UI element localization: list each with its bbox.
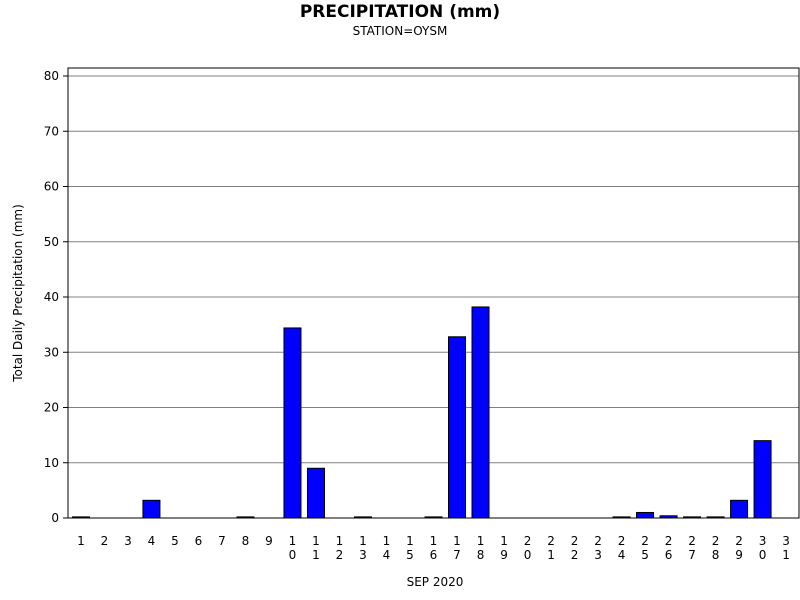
chart-subtitle: STATION=OYSM — [353, 24, 448, 38]
bar-day-4 — [142, 499, 161, 519]
x-tick-label: 5 — [171, 534, 179, 548]
y-tick-label: 0 — [51, 511, 59, 525]
x-tick-label: 6 — [195, 534, 203, 548]
bar-day-17 — [448, 336, 467, 519]
x-tick-label: 9 — [265, 534, 273, 548]
bar-day-30 — [753, 440, 772, 519]
x-tick-label: 2 — [101, 534, 109, 548]
x-axis-label: SEP 2020 — [407, 575, 464, 589]
y-tick-label: 80 — [44, 69, 59, 83]
x-tick-label: 8 — [242, 534, 250, 548]
y-axis-label: Total Daily Precipitation (mm) — [11, 204, 25, 383]
chart-title: PRECIPITATION (mm) — [300, 2, 500, 22]
x-tick-label: 4 — [148, 534, 156, 548]
x-tick-label: 1 — [77, 534, 85, 548]
y-tick-label: 10 — [44, 456, 59, 470]
y-tick-label: 20 — [44, 401, 59, 415]
y-tick-label: 50 — [44, 235, 59, 249]
y-tick-label: 70 — [44, 124, 59, 138]
x-tick-label: 3 — [124, 534, 132, 548]
gridlines — [68, 75, 799, 464]
y-tick-label: 60 — [44, 180, 59, 194]
bar-day-18 — [471, 306, 490, 519]
x-tick-label: 7 — [218, 534, 226, 548]
plot-frame — [67, 67, 800, 519]
y-axis-ticks: 0 10 20 30 40 50 60 70 80 — [44, 69, 68, 525]
bar-day-29 — [730, 499, 749, 519]
y-tick-label: 40 — [44, 290, 59, 304]
bar-day-25 — [636, 511, 655, 519]
y-tick-label: 30 — [44, 345, 59, 359]
bar-day-11 — [306, 467, 325, 519]
bars — [71, 306, 772, 519]
bar-day-10 — [283, 327, 302, 519]
x-axis-ticks: 1 2 3 4 5 6 7 8 9 1 01 11 21 31 41 51 61 71 81 92 02 12 22 32 42… — [77, 534, 790, 562]
